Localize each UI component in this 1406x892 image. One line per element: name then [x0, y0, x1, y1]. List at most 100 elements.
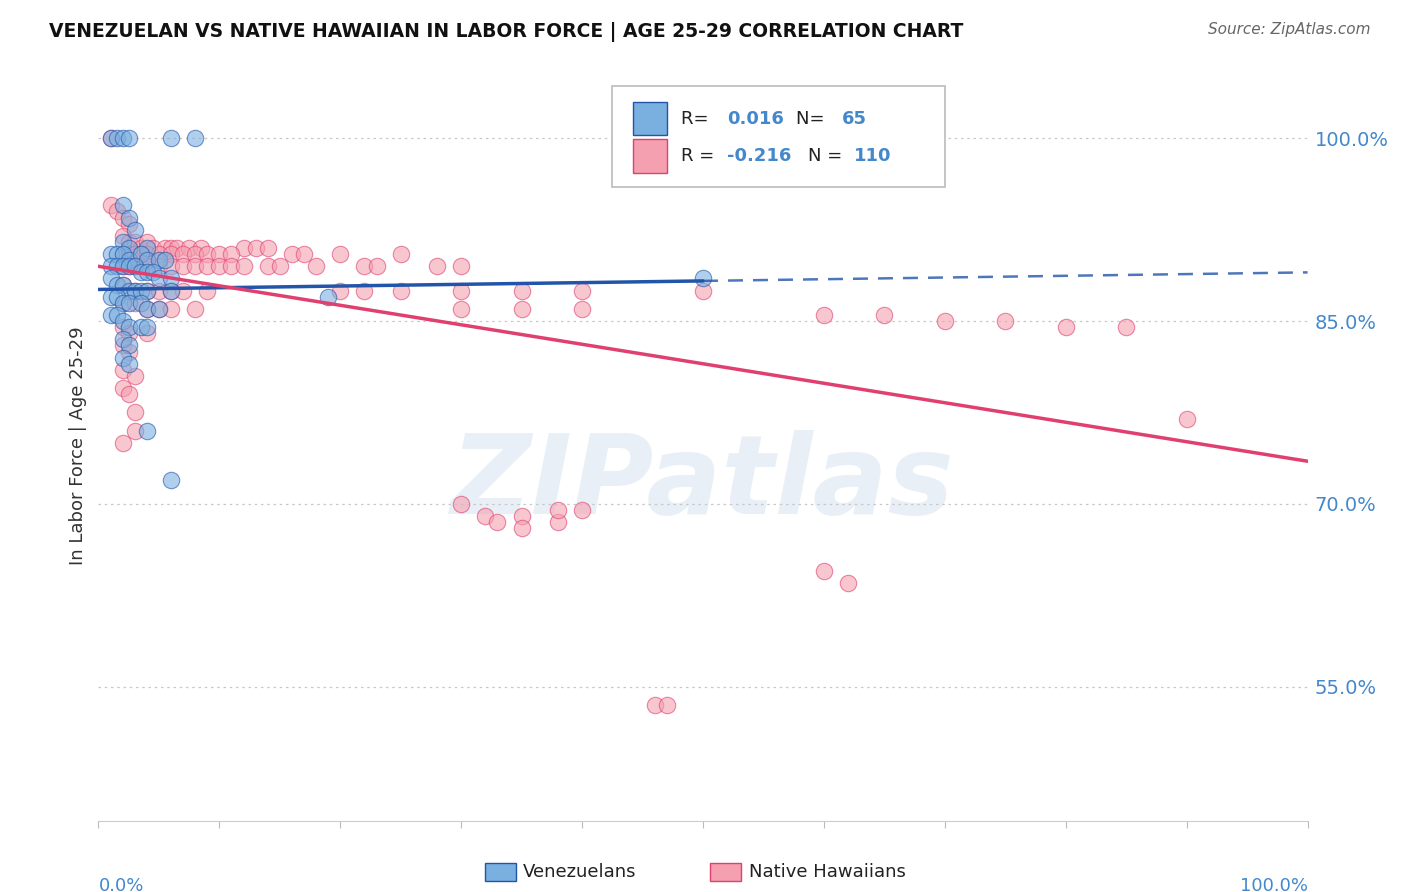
- Point: [232, 241, 254, 255]
- Point: [105, 204, 128, 219]
- Point: [245, 241, 267, 255]
- Point: [118, 260, 141, 274]
- Point: [184, 131, 207, 145]
- Point: [316, 290, 339, 304]
- Point: [256, 260, 278, 274]
- Point: [142, 241, 165, 255]
- Point: [124, 368, 146, 383]
- Point: [655, 698, 678, 712]
- Point: [118, 320, 141, 334]
- Point: [118, 131, 141, 145]
- Point: [474, 509, 496, 524]
- Point: [135, 253, 157, 268]
- Point: [135, 284, 157, 298]
- Point: [510, 509, 533, 524]
- Point: [129, 247, 152, 261]
- Point: [118, 235, 141, 249]
- Point: [166, 241, 188, 255]
- Point: [450, 301, 472, 316]
- Point: [118, 387, 141, 401]
- Point: [160, 301, 183, 316]
- Point: [195, 284, 218, 298]
- Point: [292, 247, 315, 261]
- Point: [148, 253, 170, 268]
- Text: 110: 110: [855, 147, 891, 165]
- Point: [160, 473, 183, 487]
- Point: [329, 247, 352, 261]
- Point: [124, 284, 146, 298]
- Point: [100, 271, 122, 285]
- Point: [135, 260, 157, 274]
- Text: R=: R=: [682, 110, 714, 128]
- Point: [160, 247, 183, 261]
- Point: [160, 260, 183, 274]
- FancyBboxPatch shape: [613, 87, 945, 187]
- Point: [105, 260, 128, 274]
- Point: [510, 521, 533, 535]
- Text: 100.0%: 100.0%: [1240, 877, 1308, 892]
- Point: [450, 260, 472, 274]
- Point: [135, 265, 157, 279]
- Point: [837, 576, 859, 591]
- Point: [571, 301, 593, 316]
- Text: -0.216: -0.216: [727, 147, 792, 165]
- Point: [160, 241, 183, 255]
- Point: [118, 357, 141, 371]
- Point: [994, 314, 1017, 328]
- Point: [135, 424, 157, 438]
- Point: [124, 223, 146, 237]
- Point: [129, 241, 152, 255]
- Point: [184, 260, 207, 274]
- Point: [571, 284, 593, 298]
- Point: [111, 296, 134, 310]
- Point: [547, 503, 569, 517]
- Point: [1115, 320, 1137, 334]
- Point: [111, 131, 134, 145]
- Point: [111, 277, 134, 292]
- Point: [450, 284, 472, 298]
- Point: [124, 247, 146, 261]
- Point: [232, 260, 254, 274]
- Point: [111, 247, 134, 261]
- Point: [450, 497, 472, 511]
- Point: [148, 260, 170, 274]
- Point: [124, 424, 146, 438]
- Point: [389, 284, 412, 298]
- Point: [129, 247, 152, 261]
- Text: 0.016: 0.016: [727, 110, 785, 128]
- Point: [135, 320, 157, 334]
- Point: [692, 271, 714, 285]
- Point: [208, 260, 231, 274]
- Point: [486, 515, 509, 529]
- Text: Venezuelans: Venezuelans: [523, 863, 637, 881]
- Point: [148, 301, 170, 316]
- Point: [135, 301, 157, 316]
- Point: [118, 326, 141, 341]
- Point: [153, 241, 176, 255]
- Point: [153, 253, 176, 268]
- Point: [124, 296, 146, 310]
- Text: VENEZUELAN VS NATIVE HAWAIIAN IN LABOR FORCE | AGE 25-29 CORRELATION CHART: VENEZUELAN VS NATIVE HAWAIIAN IN LABOR F…: [49, 22, 963, 42]
- Point: [269, 260, 291, 274]
- Point: [281, 247, 304, 261]
- Point: [160, 284, 183, 298]
- Point: [100, 198, 122, 212]
- Point: [329, 284, 352, 298]
- Point: [111, 436, 134, 450]
- Point: [644, 698, 666, 712]
- Point: [160, 284, 183, 298]
- Point: [813, 308, 835, 322]
- Point: [129, 265, 152, 279]
- Point: [256, 241, 278, 255]
- Point: [873, 308, 896, 322]
- Text: ZIPatlas: ZIPatlas: [451, 430, 955, 537]
- Point: [111, 296, 134, 310]
- Point: [221, 260, 243, 274]
- Point: [124, 260, 146, 274]
- Point: [1175, 411, 1198, 425]
- Point: [148, 301, 170, 316]
- Point: [118, 338, 141, 352]
- Bar: [633, 102, 666, 136]
- Point: [135, 301, 157, 316]
- Point: [118, 217, 141, 231]
